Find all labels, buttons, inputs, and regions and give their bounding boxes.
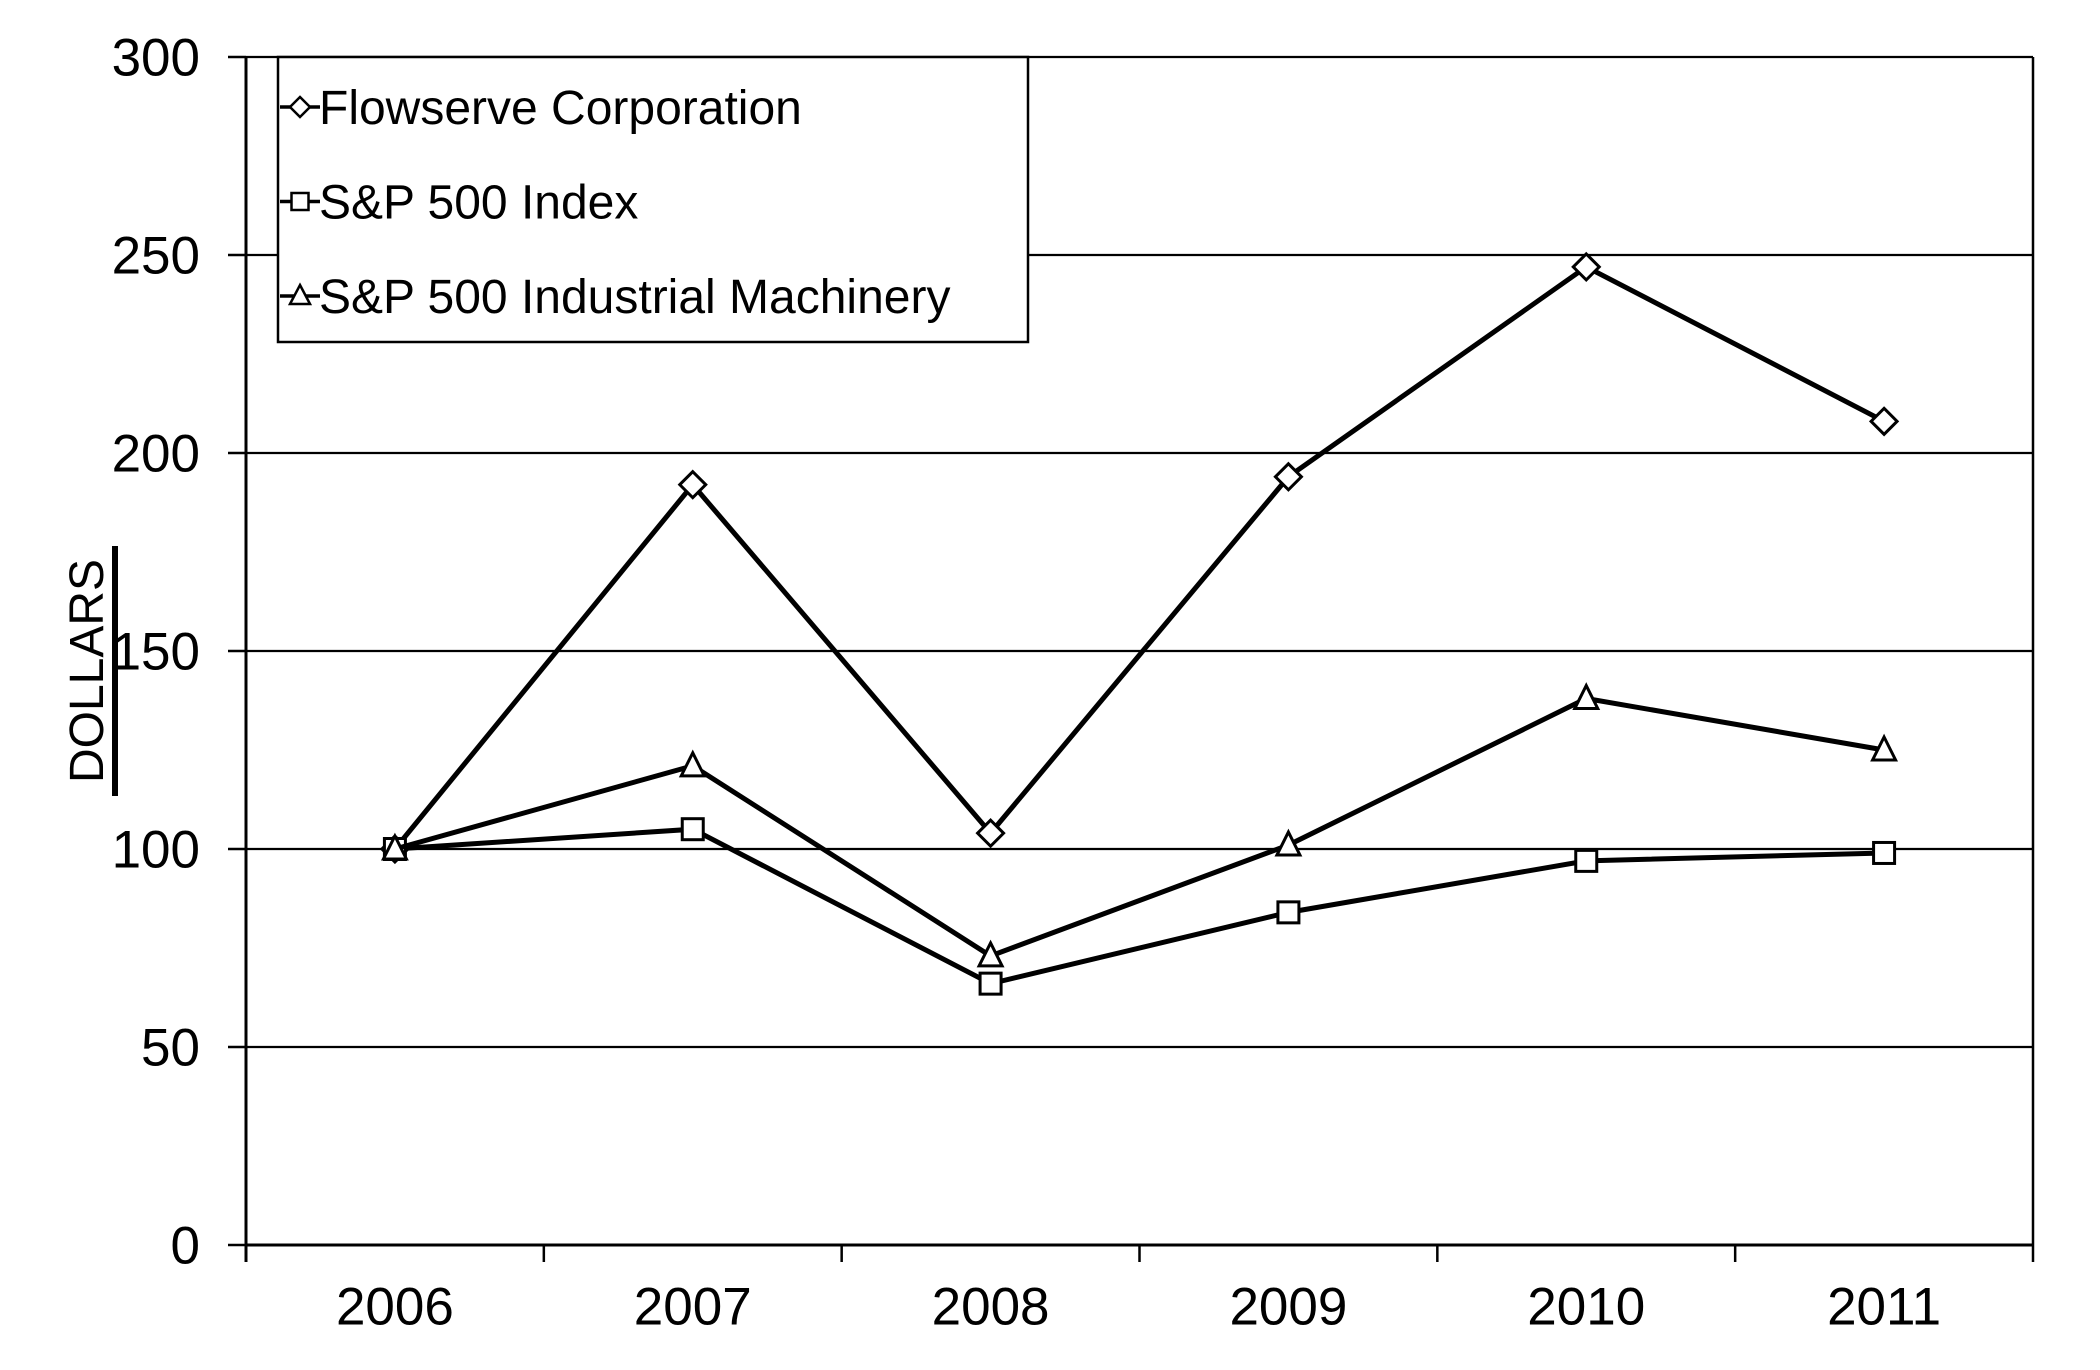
y-tick-label-150: 150 — [112, 623, 200, 682]
legend-label-s-p-500-industrial-machinery: S&P 500 Industrial Machinery — [319, 271, 950, 324]
legend-item-flowserve-corporation: Flowserve Corporation — [280, 82, 802, 135]
data-point-square-2011-s-p-500-index — [1872, 840, 1897, 865]
x-axis-label-2009: 2009 — [1229, 1278, 1347, 1337]
y-tick-label-50: 50 — [141, 1019, 200, 1078]
data-point-triangle-2006-s-p-500-industrial-machinery — [380, 832, 409, 861]
data-point-square-2008-s-p-500-index — [978, 971, 1003, 996]
legend-box — [276, 55, 1030, 344]
data-point-triangle-2010-s-p-500-industrial-machinery — [1572, 682, 1601, 711]
data-point-square-2010-s-p-500-index — [1574, 848, 1599, 873]
x-axis-label-2007: 2007 — [634, 1278, 752, 1337]
series-s-p-500-industrial-machinery — [380, 682, 1899, 968]
data-point-diamond-2008-flowserve-corporation — [975, 818, 1006, 849]
legend-item-s-p-500-index: S&P 500 Index — [280, 177, 638, 230]
y-tick-label-250: 250 — [112, 227, 200, 286]
legend-diamond-icon — [288, 95, 312, 119]
data-point-square-2007-s-p-500-index — [680, 817, 705, 842]
series-s-p-500-index — [382, 817, 1897, 996]
series-flowserve-corporation — [379, 251, 1900, 865]
legend-triangle-icon — [287, 282, 313, 306]
data-point-triangle-2008-s-p-500-industrial-machinery — [976, 939, 1005, 968]
data-point-diamond-2011-flowserve-corporation — [1868, 406, 1900, 437]
y-axis-title: DOLLARS — [61, 559, 114, 783]
data-point-triangle-2009-s-p-500-industrial-machinery — [1274, 828, 1303, 857]
legend-square-icon — [290, 191, 310, 212]
data-point-diamond-2009-flowserve-corporation — [1273, 461, 1304, 492]
x-axis-label-2010: 2010 — [1527, 1278, 1645, 1337]
series-line-flowserve-corporation — [392, 263, 1886, 851]
series-line-s-p-500-index — [394, 826, 1885, 987]
data-point-triangle-2011-s-p-500-industrial-machinery — [1870, 733, 1899, 762]
chart-root: Flowserve Corporation S&P 500 Index S&P 50… — [112, 29, 2035, 1337]
data-point-diamond-2007-flowserve-corporation — [677, 469, 708, 500]
legend: Flowserve Corporation S&P 500 Index S&P 50… — [276, 55, 1030, 344]
x-axis-label-2006: 2006 — [336, 1278, 454, 1337]
data-point-diamond-2010-flowserve-corporation — [1571, 251, 1602, 283]
data-point-square-2009-s-p-500-index — [1276, 900, 1301, 925]
x-axis-label-2011: 2011 — [1827, 1278, 1941, 1337]
legend-label-flowserve-corporation: Flowserve Corporation — [319, 82, 802, 135]
legend-label-s-p-500-index: S&P 500 Index — [319, 177, 638, 230]
y-tick-label-0: 0 — [171, 1217, 200, 1276]
legend-item-s-p-500-industrial-machinery: S&P 500 Industrial Machinery — [280, 271, 950, 324]
y-tick-label-300: 300 — [112, 29, 200, 88]
data-point-triangle-2007-s-p-500-industrial-machinery — [678, 749, 707, 778]
x-axis-label-2008: 2008 — [932, 1278, 1050, 1337]
y-tick-label-200: 200 — [112, 425, 200, 484]
series-line-s-p-500-industrial-machinery — [394, 695, 1885, 959]
y-tick-label-100: 100 — [112, 821, 200, 880]
